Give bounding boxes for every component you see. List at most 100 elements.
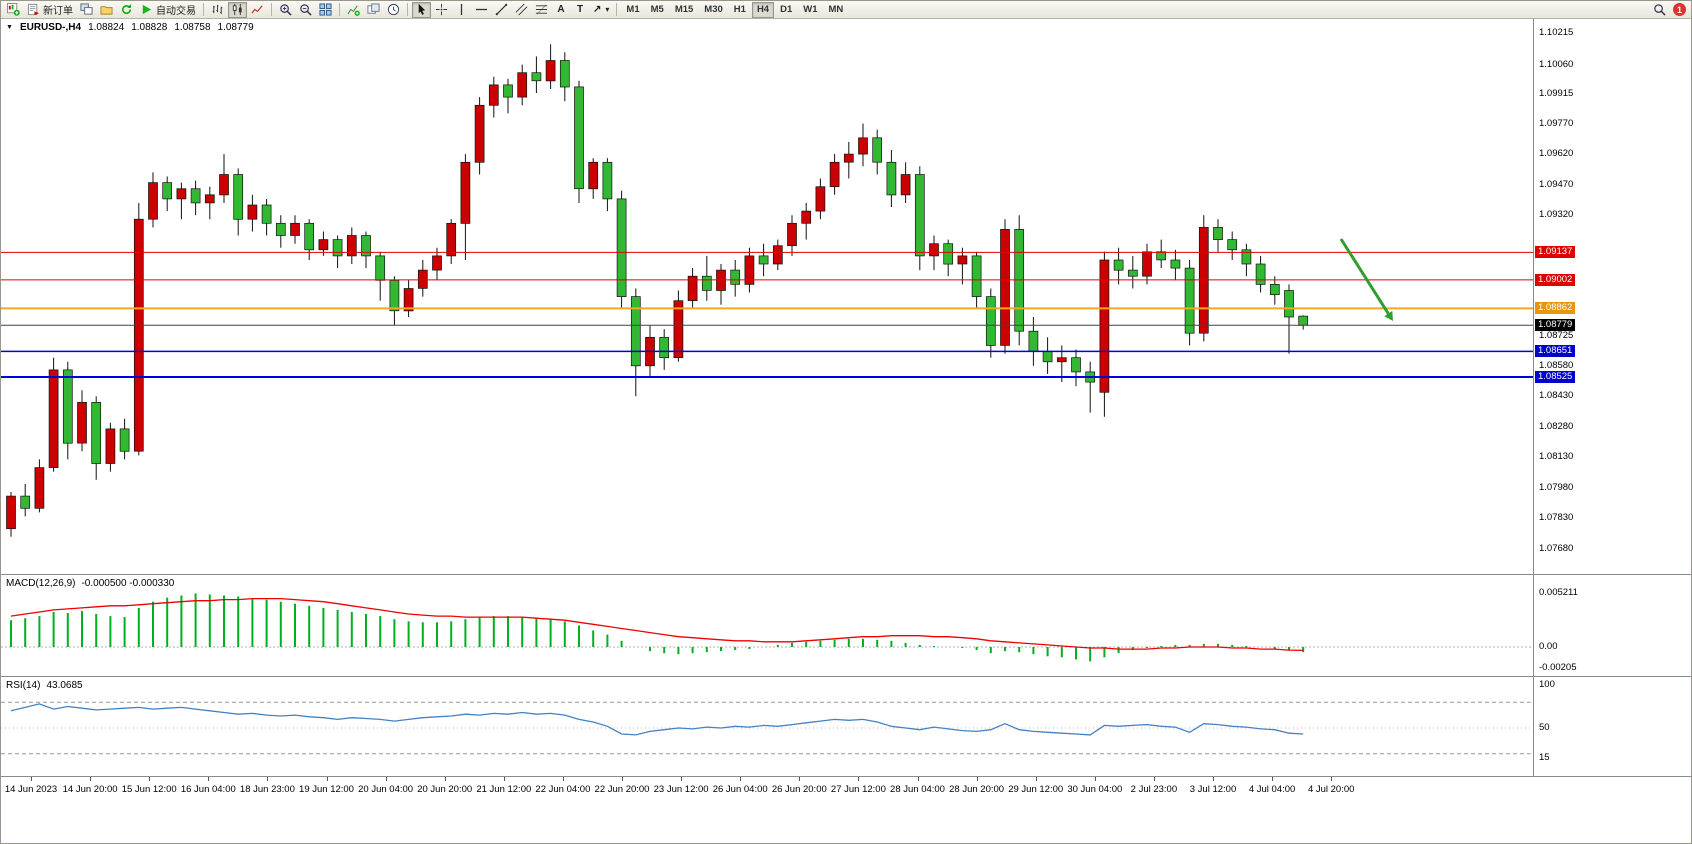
timeframe-button-M15[interactable]: M15 — [670, 2, 698, 18]
new-chart-icon — [7, 3, 20, 16]
timeframe-button-D1[interactable]: D1 — [775, 2, 797, 18]
fibonacci-button[interactable] — [532, 2, 551, 18]
arrow-tool-icon: ↗ — [593, 3, 602, 15]
time-axis-tick — [976, 777, 978, 781]
bar-chart-icon — [212, 4, 223, 15]
chart-dropdown-icon[interactable]: ▼ — [6, 24, 13, 31]
time-axis-tick — [149, 777, 151, 781]
timeframe-button-M5[interactable]: M5 — [646, 2, 669, 18]
time-axis-label: 4 Jul 04:00 — [1248, 784, 1296, 795]
tile-windows-button[interactable] — [316, 2, 335, 18]
time-axis-label: 26 Jun 20:00 — [771, 784, 827, 795]
time-axis-tick — [1272, 777, 1274, 781]
timeframe-button-M1[interactable]: M1 — [621, 2, 644, 18]
rsi-axis-label: 50 — [1539, 722, 1550, 733]
macd-axis-label: -0.00205 — [1539, 662, 1577, 674]
price-tick-label: 1.09915 — [1539, 88, 1574, 100]
price-tag: 1.08651 — [1535, 345, 1576, 358]
time-axis-label: 23 Jun 12:00 — [653, 784, 709, 795]
price-tick-label: 1.08725 — [1539, 330, 1574, 342]
toolbar-right-group: 1 — [1650, 2, 1688, 18]
clock-button[interactable] — [384, 2, 403, 18]
main-chart-area[interactable]: ▼ EURUSD-,H4 1.08824 1.08828 1.08758 1.0… — [1, 19, 1533, 574]
indicators-icon — [347, 5, 360, 16]
label-icon: T — [576, 3, 584, 15]
time-axis-label: 15 Jun 12:00 — [121, 784, 177, 795]
time-axis-tick — [208, 777, 210, 781]
macd-panel: MACD(12,26,9) -0.000500 -0.000330 0.0052… — [1, 575, 1691, 677]
channel-button[interactable] — [512, 2, 531, 18]
new-order-button[interactable]: 新订单 — [24, 2, 76, 18]
channel-icon — [515, 3, 528, 16]
trendline-button[interactable] — [492, 2, 511, 18]
price-tick-label: 1.07980 — [1539, 481, 1574, 493]
price-tick-label: 1.09470 — [1539, 178, 1574, 190]
arrows-tool-button[interactable]: ↗ ▾ — [590, 2, 612, 18]
time-axis-tick — [858, 777, 860, 781]
time-axis-tick — [917, 777, 919, 781]
timeframe-button-H4[interactable]: H4 — [751, 1, 775, 18]
chart-header: ▼ EURUSD-,H4 1.08824 1.08828 1.08758 1.0… — [6, 22, 254, 33]
macd-values: -0.000500 -0.000330 — [81, 578, 175, 589]
time-axis-label: 22 Jun 04:00 — [535, 784, 591, 795]
tile-windows-icon — [319, 3, 332, 16]
horizontal-line-button[interactable] — [472, 2, 491, 18]
rsi-chart-area[interactable]: RSI(14) 43.0685 — [1, 677, 1533, 776]
crosshair-button[interactable] — [432, 2, 451, 18]
line-chart-button[interactable] — [248, 2, 267, 18]
time-axis-label: 30 Jun 04:00 — [1067, 784, 1123, 795]
text-button[interactable]: A — [552, 2, 570, 18]
cursor-button[interactable] — [412, 1, 431, 18]
timeframe-button-M30[interactable]: M30 — [699, 2, 727, 18]
macd-axis[interactable]: 0.005211 0.00 -0.00205 — [1533, 575, 1691, 676]
candlestick-chart-icon — [232, 3, 242, 16]
time-axis-tick — [562, 777, 564, 781]
candlestick-chart-button[interactable] — [228, 1, 247, 18]
ohlc-open: 1.08824 — [88, 22, 125, 33]
zoom-in-button[interactable] — [276, 2, 295, 18]
price-tick-label: 1.09770 — [1539, 117, 1574, 129]
fibonacci-icon — [535, 4, 548, 15]
time-axis-label: 16 Jun 04:00 — [180, 784, 236, 795]
time-axis-tick — [622, 777, 623, 781]
refresh-button[interactable] — [117, 2, 136, 18]
price-tag: 1.08525 — [1535, 370, 1576, 383]
price-axis[interactable]: 1.10215 1.10060 1.09915 1.09770 1.09620 1.094… — [1533, 19, 1691, 574]
time-axis-tick — [1035, 777, 1037, 781]
time-axis-tick — [1331, 777, 1333, 781]
timeframe-button-H1[interactable]: H1 — [729, 2, 751, 18]
timeframe-buttons: M1 M5 M15 M30 H1 H4 D1 W1 MN — [621, 1, 849, 18]
timeframe-button-W1[interactable]: W1 — [798, 2, 822, 18]
auto-trading-button[interactable]: 自动交易 — [137, 2, 199, 18]
text-icon: A — [557, 3, 565, 15]
profiles-button[interactable] — [97, 2, 116, 18]
rsi-axis-label: 100 — [1539, 679, 1555, 690]
notification-badge[interactable]: 1 — [1673, 3, 1686, 16]
time-axis-label: 18 Jun 23:00 — [239, 784, 295, 795]
search-button[interactable] — [1650, 2, 1669, 18]
vertical-line-button[interactable] — [452, 2, 471, 18]
price-tick-label: 1.09620 — [1539, 148, 1574, 160]
time-axis-tick — [90, 777, 92, 781]
zoom-out-button[interactable] — [296, 2, 315, 18]
time-axis[interactable]: 14 Jun 2023 14 Jun 20:00 15 Jun 12:00 16 Ju… — [1, 777, 1691, 843]
macd-chart-area[interactable]: MACD(12,26,9) -0.000500 -0.000330 — [1, 575, 1533, 676]
time-axis-label: 28 Jun 20:00 — [949, 784, 1005, 795]
toolbar-separator — [339, 3, 340, 16]
price-tick-label: 1.10215 — [1539, 27, 1574, 38]
price-tick-label: 1.08130 — [1539, 451, 1574, 463]
chart-windows-button[interactable] — [77, 2, 96, 18]
price-tick-label: 1.08280 — [1539, 420, 1574, 432]
time-axis-tick — [1153, 777, 1155, 781]
toolbar-separator — [203, 3, 204, 16]
bar-chart-button[interactable] — [208, 2, 227, 18]
objects-list-button[interactable] — [364, 2, 383, 18]
time-axis-label: 3 Jul 12:00 — [1189, 784, 1237, 795]
timeframe-button-MN[interactable]: MN — [824, 2, 849, 18]
new-chart-button[interactable] — [4, 2, 23, 18]
label-button[interactable]: T — [571, 2, 589, 18]
time-axis-label: 2 Jul 23:00 — [1130, 784, 1178, 795]
rsi-chart — [1, 701, 1533, 755]
indicators-button[interactable] — [344, 2, 363, 18]
